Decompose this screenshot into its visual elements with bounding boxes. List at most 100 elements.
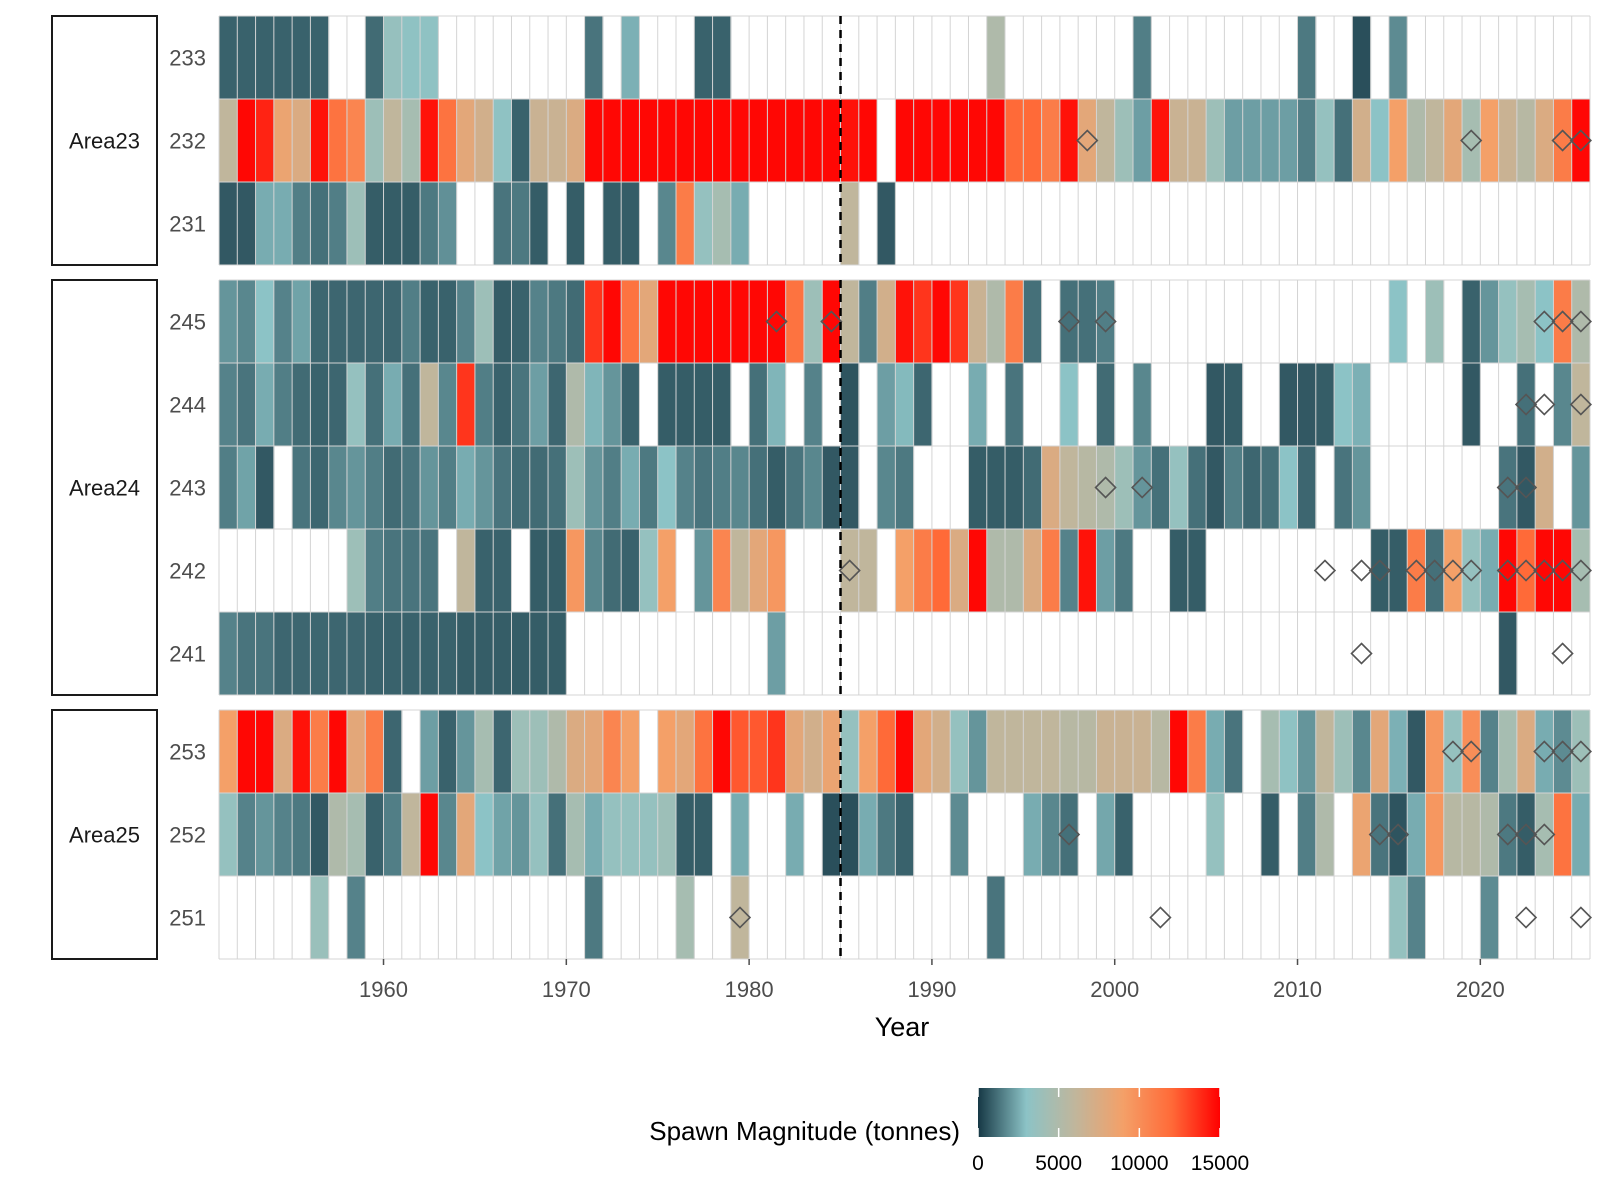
heat-cell [346, 446, 366, 529]
heat-cell [694, 16, 713, 99]
heat-cell [328, 182, 348, 265]
heat-cell [456, 363, 476, 446]
area-strip-label: Area25 [69, 823, 140, 848]
heat-cell [219, 793, 238, 876]
heat-cell [474, 280, 494, 363]
heat-cell [1443, 710, 1463, 793]
diamond-marker [1569, 559, 1592, 582]
heat-cell [968, 280, 988, 363]
heat-cell [474, 363, 494, 446]
heat-cell [1352, 363, 1372, 446]
heat-cell [749, 446, 768, 529]
heat-cell [237, 99, 256, 182]
heat-cell [676, 99, 695, 182]
heat-cell [548, 612, 567, 695]
heat-cell [1425, 99, 1445, 182]
diamond-marker [1368, 559, 1391, 582]
heat-cell [730, 99, 750, 182]
heat-cell [474, 446, 494, 529]
heat-cell [1315, 363, 1335, 446]
diamond-marker [1076, 129, 1099, 152]
heat-cell [749, 280, 768, 363]
heat-cell [1425, 793, 1445, 876]
heat-cell [803, 363, 823, 446]
heat-cell [676, 876, 695, 959]
heat-cell [346, 876, 366, 959]
heat-cell [1206, 710, 1225, 793]
heat-cell [584, 446, 604, 529]
heat-cell [383, 99, 403, 182]
heat-cell [255, 446, 275, 529]
diamond-marker [1131, 476, 1154, 499]
heat-cell [292, 182, 311, 265]
heat-cell [292, 99, 311, 182]
heat-cell [803, 99, 823, 182]
heat-cell [219, 363, 238, 446]
diamond-marker [1496, 823, 1519, 846]
heat-cell [968, 710, 988, 793]
heat-cell [950, 793, 969, 876]
heat-cell [1297, 710, 1317, 793]
heat-cell [273, 612, 293, 695]
heat-cell [346, 793, 366, 876]
diamond-marker [1149, 906, 1172, 929]
heat-cell [785, 446, 805, 529]
heat-cell [1078, 710, 1097, 793]
heat-cell [237, 363, 256, 446]
heat-cell [950, 280, 969, 363]
heat-cell [767, 612, 787, 695]
heat-cell [1023, 446, 1042, 529]
heat-cell [346, 612, 366, 695]
heat-cell [1133, 363, 1152, 446]
heat-cell [694, 710, 713, 793]
heat-cell [730, 793, 750, 876]
heat-cell [401, 182, 421, 265]
facet-panels: 233 232 231 245 244 243 242 241 253 252 251 [169, 15, 1592, 960]
section-row-232 [219, 99, 1591, 182]
heat-cell [1571, 446, 1591, 529]
heat-cell [1480, 710, 1499, 793]
heat-cell [1169, 710, 1189, 793]
heat-cell [1187, 710, 1207, 793]
colorbar-tick-label: 0 [972, 1152, 984, 1175]
x-axis-title: Year [875, 1012, 930, 1042]
heat-cell [840, 99, 860, 182]
heat-cell [1498, 280, 1518, 363]
heat-cell [219, 710, 238, 793]
heat-cell [730, 529, 750, 612]
heat-cell [548, 529, 567, 612]
heat-cell [1279, 363, 1298, 446]
heat-cell [1407, 793, 1426, 876]
heat-cell [438, 612, 458, 695]
heat-cell [767, 280, 787, 363]
x-tick-label: 1990 [907, 977, 956, 1002]
heat-cell [621, 793, 640, 876]
heat-cell [767, 99, 787, 182]
heat-cell [328, 446, 348, 529]
heat-cell [328, 363, 348, 446]
heat-cell [602, 99, 622, 182]
heat-cell [858, 710, 878, 793]
heat-cell [694, 182, 713, 265]
heat-cell [548, 280, 567, 363]
heat-cell [986, 280, 1006, 363]
heat-cell [931, 280, 951, 363]
heat-cell [401, 99, 421, 182]
heat-cell [273, 182, 293, 265]
diamond-marker [1368, 823, 1391, 846]
heat-cell [365, 529, 384, 612]
section-row-243 [219, 446, 1591, 529]
diamond-marker [1551, 559, 1574, 582]
heat-cell [1535, 710, 1554, 793]
heat-cell [1260, 710, 1280, 793]
heat-cell [712, 16, 732, 99]
heat-cell [1352, 793, 1372, 876]
heat-cell [1553, 99, 1573, 182]
heat-cell [749, 529, 768, 612]
diamond-marker [1496, 476, 1519, 499]
heat-cell [1151, 99, 1170, 182]
heat-cell [219, 16, 238, 99]
heat-cell [1023, 280, 1042, 363]
diamond-marker [1514, 476, 1538, 499]
heat-cell [328, 612, 348, 695]
